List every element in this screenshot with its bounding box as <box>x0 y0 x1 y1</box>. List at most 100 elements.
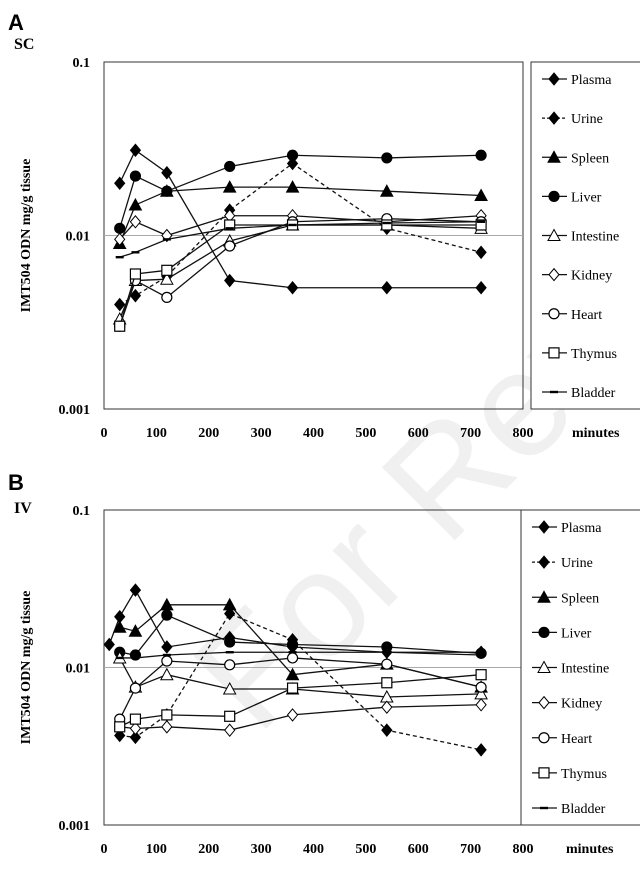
data-point <box>128 197 143 211</box>
data-point <box>129 721 142 736</box>
data-point <box>114 728 126 743</box>
data-point <box>129 288 142 303</box>
data-point <box>129 583 142 597</box>
legend-item: Bladder <box>542 386 616 401</box>
legend-label: Intestine <box>561 662 609 677</box>
route-label: IV <box>14 500 32 517</box>
legend-label: Urine <box>561 556 593 571</box>
data-point <box>222 180 237 193</box>
data-point <box>475 245 487 260</box>
data-point <box>381 219 393 231</box>
panel-b: B IV 0.001 0.01 0.1 0 100 200 300 400 500 600 700 8… <box>0 470 640 877</box>
data-point <box>114 297 126 312</box>
legend-label: Heart <box>571 308 602 323</box>
legend-label: Spleen <box>561 591 599 606</box>
series-urine <box>114 606 487 757</box>
data-point <box>286 280 299 295</box>
data-point <box>129 214 142 229</box>
series-line <box>119 614 482 656</box>
data-point <box>224 240 236 252</box>
legend-item: Liver <box>532 626 592 641</box>
legend-label: Thymus <box>571 347 617 362</box>
series-line <box>119 221 482 258</box>
data-point <box>475 697 487 712</box>
data-point <box>103 637 115 652</box>
legend-item: Plasma <box>532 520 602 536</box>
x-tick-label: 300 <box>251 426 272 441</box>
series-plasma <box>114 143 487 295</box>
series-line <box>108 588 482 653</box>
data-point <box>128 624 143 637</box>
legend-item: Heart <box>532 732 592 747</box>
legend-marker <box>548 190 560 202</box>
x-tick-label: 0 <box>101 426 108 441</box>
x-tick-label: 200 <box>198 842 219 857</box>
legend-label: Liver <box>561 626 592 641</box>
data-point <box>129 268 142 280</box>
series-bladder <box>115 651 486 660</box>
legend-label: Bladder <box>571 386 616 401</box>
data-point <box>224 160 236 173</box>
data-point <box>286 149 299 161</box>
data-point <box>475 681 487 693</box>
legend-marker <box>538 520 550 534</box>
legend-label: Plasma <box>571 73 612 88</box>
y-tick-label: 0.01 <box>66 230 91 245</box>
data-point <box>161 640 173 654</box>
series-line <box>119 704 482 731</box>
series-line <box>119 218 482 327</box>
series-thymus <box>114 669 487 733</box>
data-point <box>475 280 487 295</box>
legend-label: Bladder <box>561 802 606 817</box>
data-point <box>114 232 126 247</box>
legend-label: Thymus <box>561 767 607 782</box>
data-point <box>475 149 487 161</box>
data-point <box>161 264 173 276</box>
panel-label: B <box>8 470 24 495</box>
series-line <box>119 154 482 229</box>
legend-item: Heart <box>542 308 602 323</box>
data-point <box>285 667 300 681</box>
series-liver <box>114 609 487 661</box>
data-point <box>381 280 393 295</box>
data-point <box>161 291 173 303</box>
data-point <box>222 597 237 611</box>
x-tick-label: 600 <box>408 426 429 441</box>
x-axis-title: minutes <box>566 842 614 857</box>
x-tick-label: 0 <box>101 842 108 857</box>
x-tick-label: 400 <box>303 842 324 857</box>
y-tick-label: 0.001 <box>59 819 91 834</box>
chart-a-svg: 0.001 0.01 0.1 0 100 200 300 400 500 600 700 800 min… <box>19 56 640 441</box>
legend-item: Kidney <box>532 695 602 712</box>
y-tick-label: 0.01 <box>66 662 91 677</box>
data-point <box>161 185 173 197</box>
y-tick-label: 0.1 <box>73 56 91 71</box>
y-axis-title: IMT504 ODN mg/g tissue <box>19 159 34 313</box>
route-label: SC <box>14 36 35 53</box>
panel-a: A SC 0.001 0.01 0.1 0 100 200 300 400 500 600 700 8… <box>0 0 640 441</box>
legend-label: Liver <box>571 190 602 205</box>
data-point <box>224 659 236 671</box>
data-point <box>161 720 173 734</box>
data-point <box>129 682 142 694</box>
data-point <box>381 677 393 689</box>
x-tick-label: 400 <box>303 426 324 441</box>
legend-marker <box>537 590 551 603</box>
y-tick-label: 0.1 <box>73 504 91 519</box>
legend-item: Liver <box>542 190 602 205</box>
x-tick-label: 100 <box>146 842 167 857</box>
data-point <box>224 219 236 231</box>
data-point <box>381 152 393 164</box>
series-line <box>119 657 482 698</box>
data-point <box>224 606 236 621</box>
data-point <box>112 620 127 633</box>
legend-item: Spleen <box>532 590 599 606</box>
data-point <box>286 652 299 664</box>
legend-item: Bladder <box>532 802 606 817</box>
y-tick-label: 0.001 <box>59 403 91 418</box>
data-point <box>129 143 142 158</box>
legend-label: Kidney <box>561 697 602 712</box>
x-tick-label: 300 <box>251 842 272 857</box>
series-line <box>119 651 482 659</box>
legend-marker <box>548 308 560 320</box>
